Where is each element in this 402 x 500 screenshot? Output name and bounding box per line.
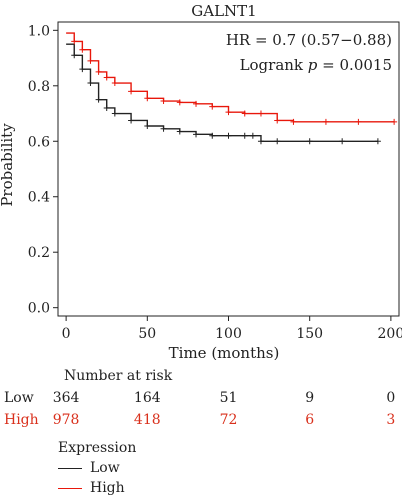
- y-axis-label: Probability: [0, 123, 16, 207]
- survival-curve-low: [66, 43, 378, 142]
- censor-mark-low: [225, 132, 232, 139]
- censor-mark-high: [225, 109, 232, 116]
- risk-cell: 3: [386, 412, 396, 428]
- censor-mark-low: [249, 132, 256, 139]
- risk-cell: 6: [305, 412, 315, 428]
- censor-mark-low: [160, 125, 167, 132]
- censor-mark-low: [241, 132, 248, 139]
- censor-mark-low: [79, 66, 86, 73]
- censor-mark-high: [128, 88, 135, 95]
- censor-mark-low: [339, 138, 346, 145]
- legend-label: Low: [90, 460, 120, 476]
- censor-mark-low: [111, 110, 118, 117]
- logrank-value: = 0.0015: [317, 56, 392, 74]
- legend-swatch: [58, 467, 82, 469]
- risk-cell: 9: [305, 390, 315, 406]
- risk-row-low: Low 364 164 51 9 0: [0, 390, 402, 410]
- censor-mark-high: [95, 68, 102, 75]
- censor-mark-high: [209, 103, 216, 110]
- km-plot: GALNT1 0.0 0.2 0.4 0.6 0.8 1.0 0 50 100 150 200 H…: [0, 2, 402, 360]
- censor-mark-high: [71, 38, 78, 45]
- chart-title: GALNT1: [191, 2, 256, 20]
- x-tick-label: 100: [215, 326, 242, 342]
- y-tick-label: 0.2: [28, 245, 50, 261]
- censor-mark-low: [274, 138, 281, 145]
- logrank-prefix: Logrank: [240, 56, 308, 74]
- x-tick-label: 150: [296, 326, 323, 342]
- x-tick-label: 50: [138, 326, 156, 342]
- censor-mark-low: [209, 132, 216, 139]
- series-layer: [66, 32, 398, 145]
- risk-cell: 164: [133, 390, 161, 406]
- x-tick-label: 200: [378, 326, 402, 342]
- y-tick-label: 0.0: [28, 301, 50, 317]
- y-tick-label: 1.0: [28, 23, 50, 39]
- censor-mark-high: [290, 118, 297, 125]
- censor-mark-low: [374, 138, 381, 145]
- censor-mark-high: [87, 57, 94, 64]
- censor-mark-high: [241, 110, 248, 117]
- censor-mark-low: [71, 52, 78, 59]
- legend-swatch: [58, 487, 82, 489]
- censor-mark-high: [176, 99, 183, 106]
- censor-mark-high: [160, 98, 167, 105]
- risk-cell: 51: [219, 390, 238, 406]
- risk-cell: 72: [219, 412, 238, 428]
- censor-mark-high: [355, 118, 362, 125]
- risk-cell: 0: [386, 390, 396, 406]
- censor-mark-low: [95, 96, 102, 103]
- censor-mark-low: [144, 123, 151, 130]
- risk-cell: 978: [52, 412, 80, 428]
- risk-row-label: Low: [4, 390, 34, 406]
- risk-row-label: High: [4, 412, 39, 428]
- censor-mark-low: [103, 104, 110, 111]
- x-tick-label: 0: [62, 326, 71, 342]
- legend-item-high: High: [58, 478, 136, 498]
- y-tick-label: 0.6: [28, 134, 50, 150]
- legend-label: High: [90, 480, 125, 496]
- x-axis-label: Time (months): [169, 344, 280, 360]
- legend-title: Expression: [58, 440, 137, 456]
- y-tick-label: 0.4: [28, 190, 50, 206]
- logrank-annotation: Logrank p = 0.0015: [240, 56, 392, 74]
- censor-mark-low: [306, 138, 313, 145]
- logrank-p: p: [308, 56, 318, 74]
- censor-mark-high: [193, 100, 200, 107]
- y-tick-label: 0.8: [28, 79, 50, 95]
- censor-mark-low: [128, 117, 135, 124]
- censor-mark-high: [103, 74, 110, 81]
- censor-mark-high: [79, 46, 86, 53]
- risk-cell: 418: [133, 412, 161, 428]
- censor-mark-low: [176, 128, 183, 135]
- censor-mark-high: [144, 95, 151, 102]
- censor-mark-high: [274, 117, 281, 124]
- censor-mark-high: [391, 118, 398, 125]
- legend-item-low: Low: [58, 458, 136, 478]
- censor-mark-low: [257, 138, 264, 145]
- censor-mark-high: [257, 110, 264, 117]
- censor-mark-low: [87, 80, 94, 87]
- censor-mark-low: [193, 131, 200, 138]
- legend: Expression Low High: [58, 440, 136, 498]
- y-axis: 0.0 0.2 0.4 0.6 0.8 1.0: [28, 23, 58, 317]
- censor-mark-high: [111, 80, 118, 87]
- x-axis: 0 50 100 150 200: [62, 316, 402, 342]
- risk-row-high: High 978 418 72 6 3: [0, 412, 402, 432]
- risk-table-title: Number at risk: [64, 368, 173, 384]
- hr-annotation: HR = 0.7 (0.57−0.88): [226, 31, 392, 49]
- risk-cell: 364: [52, 390, 80, 406]
- censor-mark-high: [322, 118, 329, 125]
